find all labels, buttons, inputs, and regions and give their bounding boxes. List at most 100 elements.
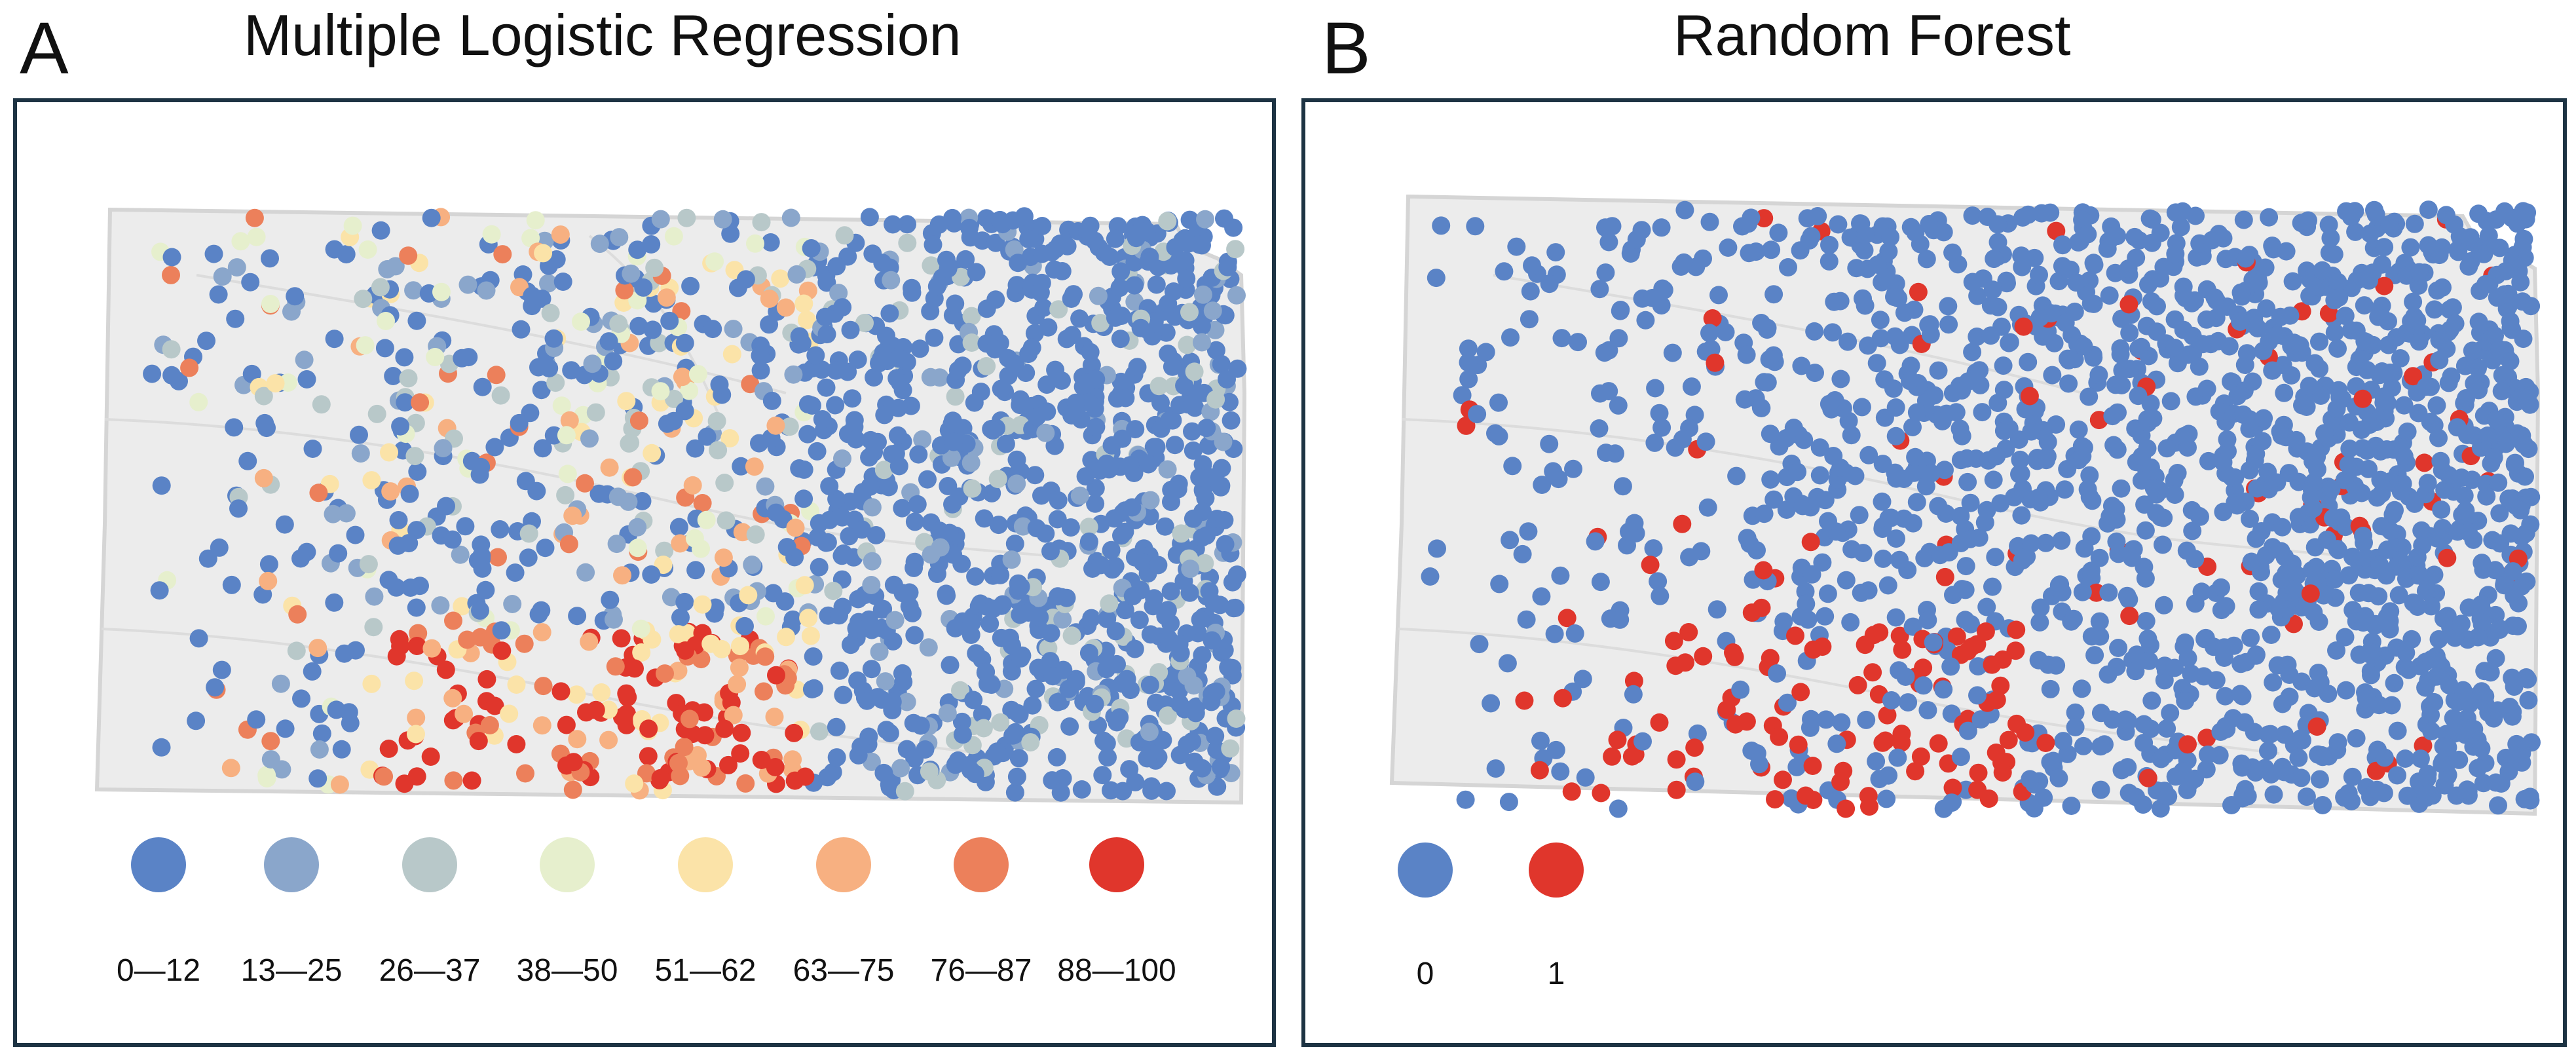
site-dot <box>1043 242 1061 261</box>
site-dot <box>1856 296 1875 315</box>
site-dot <box>1220 392 1239 411</box>
site-dot <box>1796 786 1815 805</box>
site-dot <box>962 307 981 326</box>
site-dot <box>1076 467 1095 486</box>
site-dot <box>351 444 370 463</box>
site-dot <box>1981 326 2000 345</box>
site-dot <box>2409 564 2428 582</box>
site-dot <box>1918 701 1937 720</box>
site-dot <box>765 708 784 727</box>
site-dot <box>2328 339 2347 358</box>
site-dot <box>472 457 491 476</box>
site-dot <box>939 259 958 278</box>
site-dot <box>2234 210 2253 229</box>
site-dot <box>312 724 331 743</box>
site-dot <box>358 240 377 259</box>
site-dot <box>776 298 795 317</box>
site-dot <box>728 675 747 694</box>
site-dot <box>1755 373 1774 392</box>
site-dot <box>927 277 946 296</box>
site-dot <box>2422 722 2441 741</box>
site-dot <box>2259 742 2277 761</box>
site-dot <box>476 580 495 599</box>
site-dot <box>2174 320 2193 339</box>
site-dot <box>671 608 690 627</box>
site-dot <box>884 215 903 234</box>
site-dot <box>893 499 912 518</box>
site-dot <box>2107 532 2126 551</box>
site-dot <box>1667 750 1686 769</box>
site-dot <box>1196 210 1214 229</box>
site-dot <box>2157 719 2176 738</box>
site-dot <box>2387 328 2406 347</box>
site-dot <box>2375 748 2394 767</box>
site-dot <box>1459 339 1478 358</box>
site-dot <box>2106 227 2125 246</box>
site-dot <box>2474 244 2493 263</box>
site-dot <box>1026 466 1045 485</box>
site-dot <box>1947 627 1966 646</box>
site-dot <box>1596 263 1615 282</box>
site-dot <box>939 477 958 495</box>
site-dot <box>2445 215 2464 234</box>
site-dot <box>698 427 717 446</box>
site-dot <box>1513 544 1532 563</box>
site-dot <box>784 365 803 384</box>
site-dot <box>1804 640 1823 659</box>
site-dot <box>2011 450 2030 469</box>
site-dot <box>2325 570 2344 589</box>
site-dot <box>1206 390 1225 409</box>
site-dot <box>1532 587 1551 606</box>
site-dot <box>1212 354 1231 373</box>
site-dot <box>2091 737 2110 756</box>
site-dot <box>2293 396 2311 415</box>
site-dot <box>1769 223 1788 242</box>
site-dot <box>1611 610 1630 629</box>
site-dot <box>1093 766 1112 785</box>
site-dot <box>1818 584 1837 603</box>
site-dot <box>2518 203 2537 222</box>
site-dot <box>1680 548 1699 567</box>
site-dot <box>766 758 785 776</box>
site-dot <box>767 666 785 685</box>
site-dot <box>551 225 570 244</box>
site-dot <box>1994 381 2013 400</box>
site-dot <box>2313 748 2332 767</box>
site-dot <box>362 674 381 693</box>
site-dot <box>1145 589 1164 608</box>
site-dot <box>1870 770 1889 789</box>
site-dot <box>225 418 244 437</box>
site-dot <box>2469 759 2488 778</box>
site-dot <box>1028 407 1047 426</box>
site-dot <box>489 548 507 567</box>
site-dot <box>1823 323 1842 342</box>
site-dot <box>2129 339 2148 358</box>
site-dot <box>2012 506 2031 525</box>
site-dot <box>974 719 993 738</box>
site-dot <box>576 563 595 582</box>
site-dot <box>2243 372 2262 391</box>
site-dot <box>617 392 636 411</box>
site-dot <box>1126 420 1145 439</box>
site-dot <box>2452 468 2471 487</box>
site-dot <box>2275 725 2294 744</box>
site-dot <box>761 233 780 252</box>
site-dot <box>2135 495 2154 514</box>
site-dot <box>2142 292 2161 311</box>
site-dot <box>2340 566 2359 585</box>
site-dot <box>1123 587 1142 605</box>
site-dot <box>2259 725 2278 744</box>
site-dot <box>697 510 716 529</box>
site-dot <box>2430 246 2449 265</box>
site-dot <box>443 689 462 708</box>
site-dot <box>2287 430 2306 449</box>
site-dot <box>2005 488 2024 506</box>
site-dot <box>2484 448 2503 467</box>
site-dot <box>1490 575 1509 594</box>
legend-a-label-7: 88—100 <box>1057 953 1176 988</box>
site-dot <box>2336 628 2355 647</box>
site-dot <box>2268 326 2287 345</box>
site-dot <box>380 443 398 462</box>
site-dot <box>876 672 895 691</box>
site-dot <box>991 713 1010 732</box>
